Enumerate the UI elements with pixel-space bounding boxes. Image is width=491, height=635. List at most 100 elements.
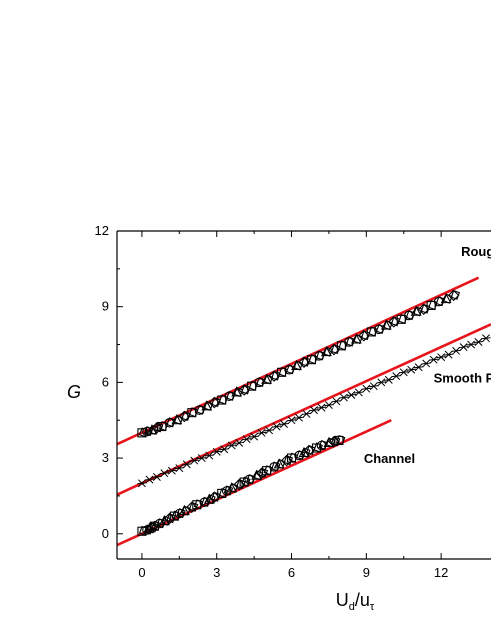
- data-point: [166, 513, 176, 524]
- data-point: [380, 319, 392, 330]
- y-axis-title: G: [67, 382, 81, 402]
- data-point: [171, 510, 181, 521]
- data-point: [236, 479, 246, 490]
- annotations: Roug Smooth P Channel: [364, 244, 491, 466]
- data-point: [258, 467, 269, 478]
- data-point: [178, 504, 190, 516]
- data-point: [264, 426, 274, 435]
- data-point: [151, 520, 161, 531]
- axes: [116, 230, 491, 560]
- data-point: [313, 442, 323, 453]
- x-axis-title-sep: /u: [355, 590, 370, 610]
- data-point: [256, 428, 267, 437]
- y-tick-label: 9: [102, 299, 109, 314]
- data-point: [414, 363, 424, 372]
- data-point: [227, 441, 237, 450]
- data-point: [301, 409, 312, 418]
- data-point: [421, 359, 431, 368]
- data-point: [346, 391, 357, 399]
- x-axis-title-main: U: [336, 590, 349, 610]
- data-point: [361, 384, 371, 393]
- y-tick-label: 0: [102, 526, 109, 541]
- data-point: [143, 426, 154, 437]
- data-point: [443, 350, 454, 359]
- data-point: [376, 378, 386, 387]
- data-point: [219, 445, 229, 454]
- data-point: [273, 458, 285, 469]
- data-points: [137, 289, 491, 536]
- data-point: [246, 474, 256, 485]
- data-point: [350, 333, 362, 344]
- data-point: [323, 436, 335, 447]
- data-point: [144, 475, 155, 484]
- data-point: [335, 434, 346, 446]
- data-point: [204, 451, 214, 460]
- data-point: [234, 438, 244, 447]
- data-point: [406, 365, 416, 374]
- data-point: [375, 323, 386, 334]
- x-tick-label: 0: [138, 565, 145, 580]
- data-point: [137, 479, 147, 488]
- data-point: [286, 364, 296, 375]
- data-point: [399, 368, 409, 377]
- data-point: [206, 494, 216, 505]
- y-tick-label: 3: [102, 450, 109, 465]
- data-point: [391, 372, 401, 381]
- data-point: [331, 397, 342, 406]
- x-tick-label: 3: [213, 565, 220, 580]
- data-point: [241, 476, 251, 487]
- data-point: [458, 343, 469, 352]
- data-point: [324, 401, 334, 410]
- data-point: [212, 447, 222, 456]
- data-point: [188, 501, 199, 512]
- data-point: [410, 305, 422, 316]
- ticks: 0 3 6 9 12 0 3 6 9 12: [95, 223, 449, 580]
- data-point: [283, 455, 294, 466]
- data-point: [171, 414, 183, 425]
- data-point: [279, 420, 289, 428]
- data-point: [197, 454, 207, 463]
- fit-line: [117, 323, 491, 496]
- data-point: [481, 334, 491, 343]
- data-point: [231, 386, 243, 397]
- data-point: [309, 406, 319, 415]
- x-axis-title-sub1: d: [349, 601, 355, 613]
- data-point: [253, 470, 264, 481]
- data-point: [201, 400, 213, 411]
- x-axis-title-sub2: τ: [370, 601, 375, 613]
- data-point: [189, 456, 199, 465]
- data-point: [451, 346, 461, 355]
- data-point: [182, 460, 192, 469]
- data-point: [241, 435, 252, 444]
- y-tick-label: 12: [95, 223, 109, 238]
- data-point: [271, 422, 282, 431]
- data-point: [301, 447, 311, 458]
- series-annotation: Roug: [461, 244, 491, 259]
- data-point: [218, 487, 229, 498]
- data-point: [159, 469, 170, 478]
- data-point: [146, 523, 156, 534]
- data-point: [428, 355, 439, 364]
- x-tick-label: 6: [288, 565, 295, 580]
- data-point: [167, 466, 177, 475]
- data-point: [174, 464, 184, 473]
- data-point: [286, 416, 297, 425]
- data-point: [321, 345, 332, 357]
- data-point: [226, 482, 238, 493]
- data-point: [294, 413, 304, 422]
- data-point: [196, 404, 206, 415]
- data-point: [440, 292, 452, 304]
- data-point: [369, 382, 379, 391]
- series-annotation: Smooth P: [434, 370, 491, 385]
- data-point: [316, 403, 327, 412]
- data-point: [226, 390, 236, 401]
- data-point: [339, 393, 349, 402]
- data-point: [436, 353, 446, 362]
- x-tick-label: 9: [363, 565, 370, 580]
- data-point: [249, 432, 259, 441]
- data-point: [354, 388, 364, 397]
- data-point: [161, 515, 171, 526]
- data-point: [315, 350, 326, 361]
- data-point: [473, 338, 484, 346]
